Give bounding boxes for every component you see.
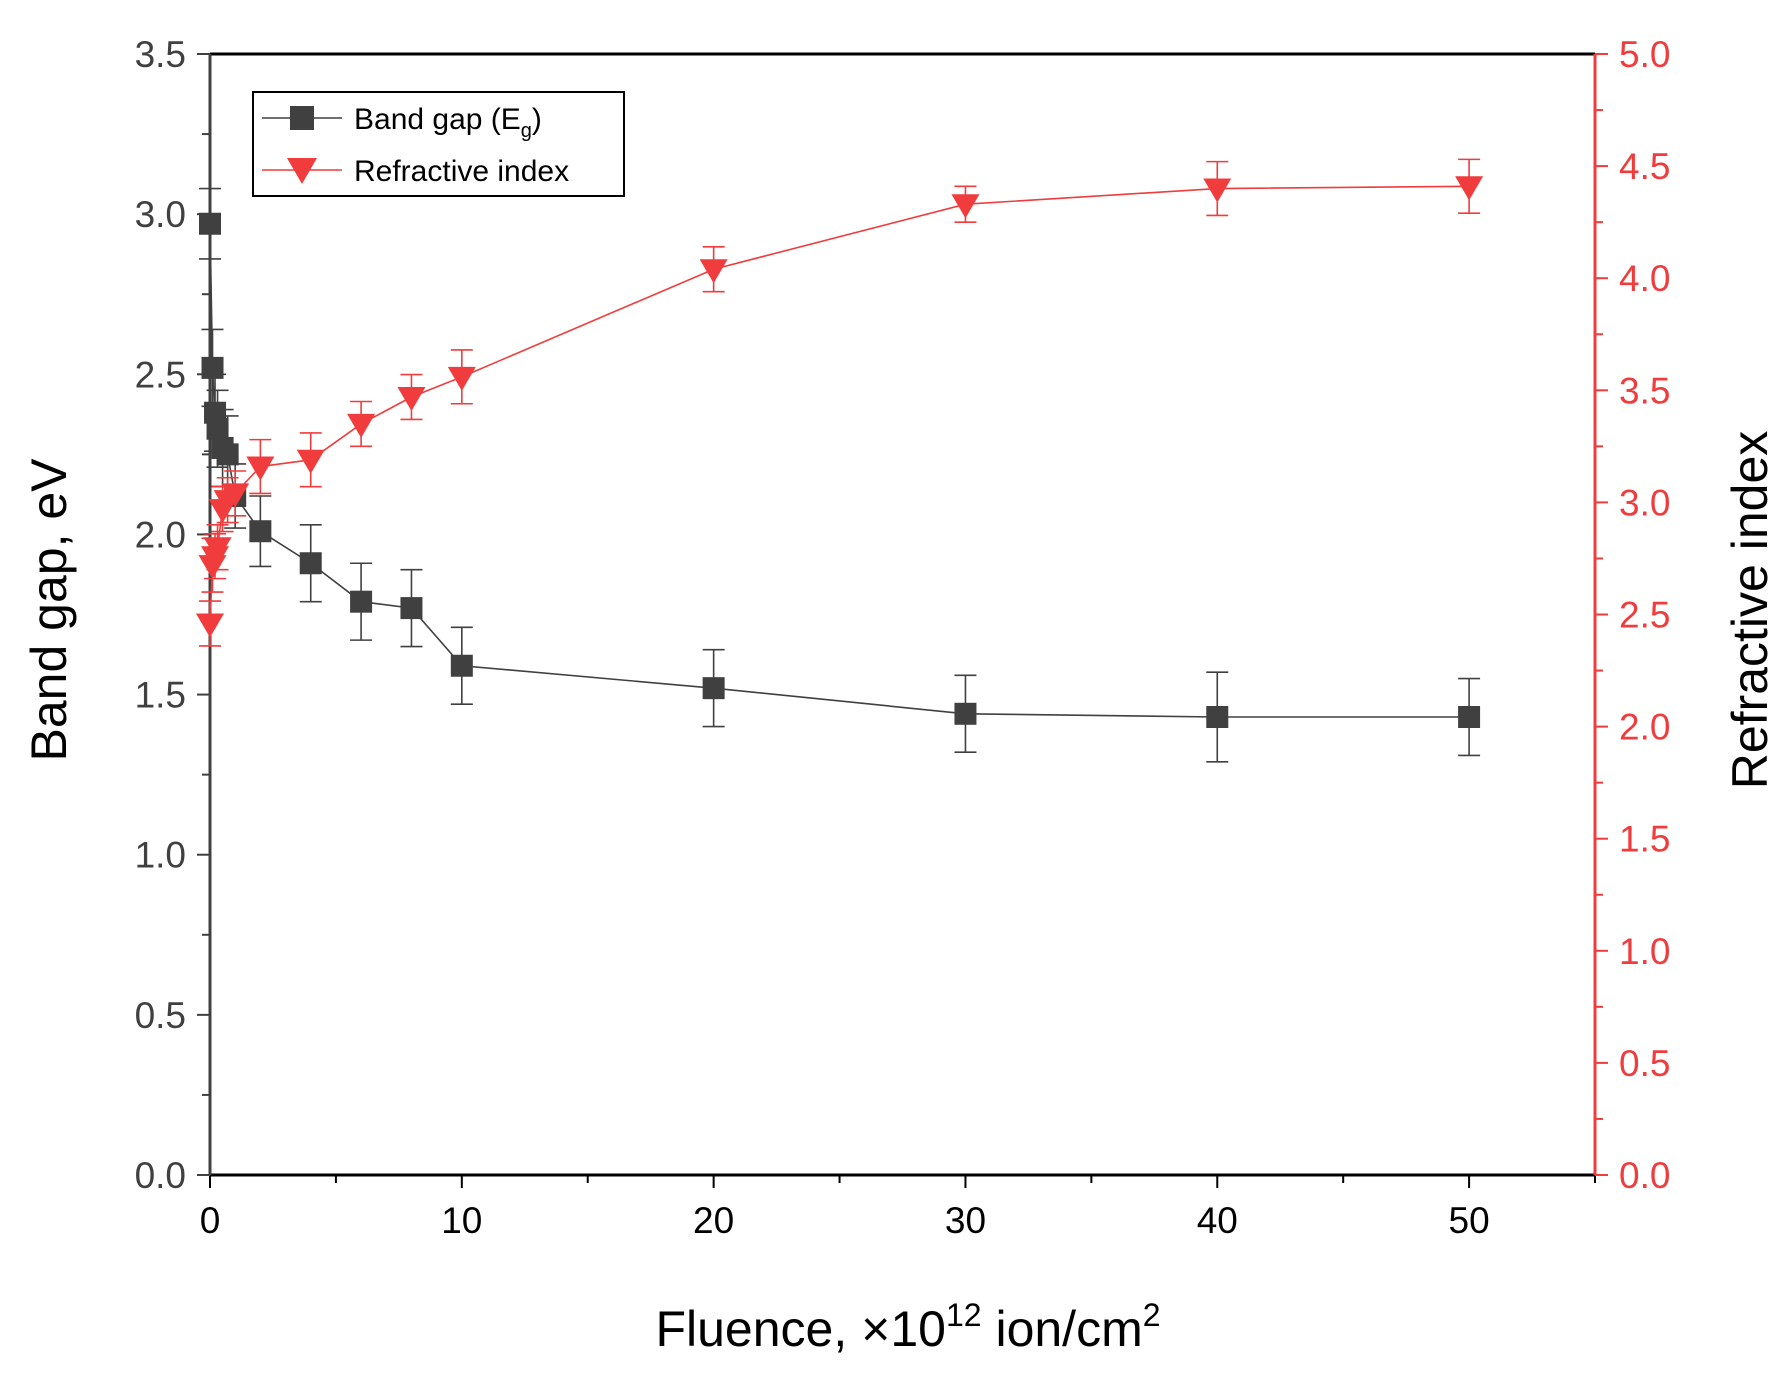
y-right-tick-label: 3.5 [1619,370,1670,411]
data-point-square [954,702,977,725]
x-axis-title-base: 10 [890,1301,946,1357]
data-point-triangle [699,259,728,284]
y-right-tick-label: 1.5 [1619,819,1670,860]
x-axis-title-main: Fluence, [655,1301,861,1357]
data-point-square [201,356,224,379]
x-axis-title: Fluence, ×1012 ion/cm2 [655,1297,1160,1357]
legend-label-band-gap-name: Band gap (E [354,103,521,136]
y-right-tick-label: 4.5 [1619,146,1670,187]
x-axis-title-unit-exponent: 2 [1143,1297,1161,1333]
data-point-triangle [221,483,250,508]
y-left-tick-label: 0.5 [135,995,186,1036]
data-point-square [450,654,473,677]
data-point-triangle [397,387,426,412]
data-point-square [1206,705,1229,728]
data-point-square [299,552,322,575]
y-right-tick-label: 3.0 [1619,482,1670,523]
x-tick-label: 40 [1197,1200,1238,1241]
y-left-tick-label: 2.0 [135,514,186,555]
x-axis-title-unit: ion/cm [982,1301,1143,1357]
data-point-square [350,590,373,613]
data-point-triangle [347,413,376,438]
y-left-tick-label: 1.0 [135,835,186,876]
y-right-tick-label: 5.0 [1619,34,1670,75]
data-point-triangle [203,537,232,562]
data-point-triangle [246,456,275,481]
y-right-tick-label: 0.0 [1619,1155,1670,1196]
data-point-triangle [447,366,476,391]
data-point-triangle [296,449,325,474]
y-left-tick-label: 2.5 [135,354,186,395]
legend-label-refractive: Refractive index [354,155,569,188]
x-axis-title-times: × [861,1301,890,1357]
y-right-tick-label: 2.5 [1619,595,1670,636]
data-point-triangle [1203,178,1232,203]
x-tick-label: 30 [945,1200,986,1241]
y-left-tick-label: 3.0 [135,194,186,235]
y-right-tick-label: 2.0 [1619,707,1670,748]
axes-layer: 0 10 20 30 40 50 0.0 0.5 1.0 1.5 2.0 2.5 3.0 3.5 0.0 0.… [135,34,1671,1241]
data-point-square [199,212,221,235]
y-right-tick-label: 4.0 [1619,258,1670,299]
legend-box [252,91,625,197]
x-tick-label: 50 [1449,1200,1490,1241]
y-left-tick-label: 3.5 [135,34,186,75]
legend-label-band-gap-sub: g [521,120,532,142]
data-point-square [400,597,423,620]
data-point-square [1458,705,1481,728]
series-band-gap [199,187,1481,763]
legend-marker-band-gap [290,106,314,130]
y-axis-left-title: Band gap, eV [21,458,77,762]
legend: Band gap (Eg) Refractive index [252,91,625,197]
data-point-square [206,417,229,440]
y-axis-right-title: Refractive index [1722,431,1778,790]
series-refractive-index [196,158,1484,647]
legend-marker-refractive [287,158,317,184]
data-point-triangle [196,613,224,638]
legend-label-band-gap: Band gap (Eg) [354,103,542,142]
x-tick-label: 0 [200,1200,221,1241]
data-point-triangle [1455,176,1484,201]
x-tick-label: 20 [693,1200,734,1241]
y-right-tick-label: 1.0 [1619,931,1670,972]
data-point-triangle [951,194,980,219]
data-point-square [702,677,725,700]
series-layer [196,158,1484,763]
y-right-tick-label: 0.5 [1619,1043,1670,1084]
legend-label-band-gap-suffix: ) [532,103,542,136]
data-point-square [216,443,239,466]
y-left-tick-label: 1.5 [135,675,186,716]
y-left-tick-label: 0.0 [135,1155,186,1196]
x-axis-title-exponent: 12 [946,1297,982,1333]
x-tick-label: 10 [441,1200,482,1241]
data-point-square [249,520,272,543]
